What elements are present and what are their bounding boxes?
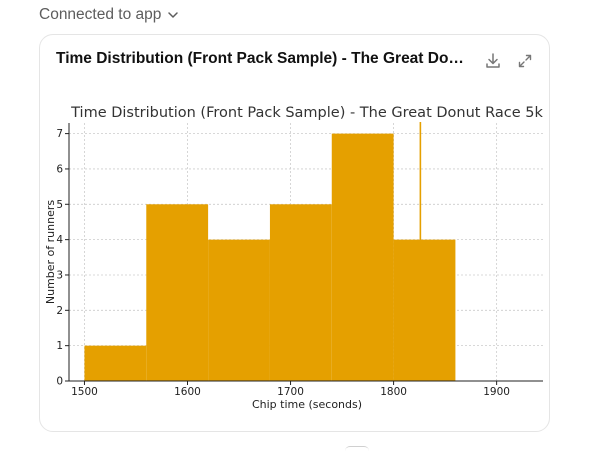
chart-card: Time Distribution (Front Pack Sample) - … [39, 34, 550, 432]
download-icon [486, 53, 500, 68]
connected-label: Connected to app [39, 6, 162, 23]
download-button[interactable] [482, 50, 504, 72]
scroll-indicator [345, 446, 369, 451]
chevron-down-icon [168, 12, 179, 18]
card-title: Time Distribution (Front Pack Sample) - … [56, 50, 464, 67]
expand-button[interactable] [514, 50, 536, 72]
expand-icon [518, 54, 532, 68]
connected-to-app-dropdown[interactable]: Connected to app [39, 6, 179, 24]
